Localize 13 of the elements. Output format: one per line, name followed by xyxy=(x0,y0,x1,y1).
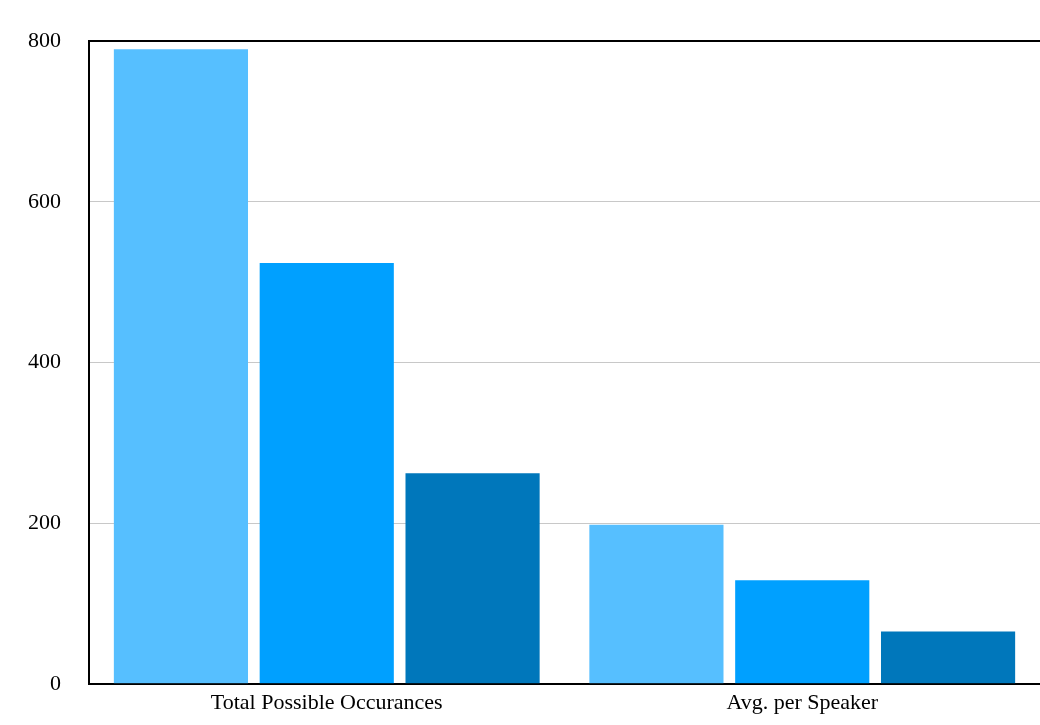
y-tick-label: 0 xyxy=(50,669,61,695)
bar xyxy=(880,631,1016,684)
x-tick-label: Avg. per Speaker xyxy=(726,688,879,714)
y-tick-label: 800 xyxy=(28,26,61,52)
bar xyxy=(259,262,394,684)
x-tick-label: Total Possible Occurances xyxy=(210,688,443,714)
y-tick-label: 200 xyxy=(28,508,61,534)
bar xyxy=(735,580,870,684)
y-tick-label: 600 xyxy=(28,187,61,213)
y-tick-label: 400 xyxy=(28,348,61,374)
bar xyxy=(113,49,249,684)
bar xyxy=(589,524,724,684)
bar xyxy=(405,473,540,684)
